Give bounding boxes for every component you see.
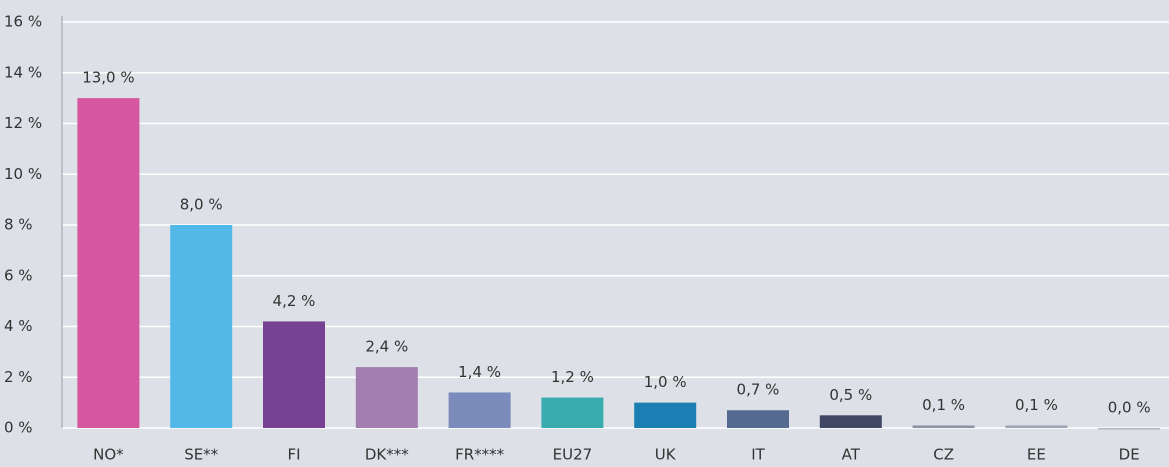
- x-tick-label: AT: [842, 446, 861, 464]
- bar: [634, 402, 697, 428]
- y-tick-label: 12 %: [4, 114, 42, 132]
- bar: [727, 410, 789, 428]
- x-tick-label: NO*: [93, 446, 124, 464]
- x-tick-label: UK: [655, 446, 677, 464]
- y-tick-label: 8 %: [4, 216, 33, 234]
- y-tick-label: 16 %: [4, 13, 42, 31]
- x-tick-label: DE: [1119, 446, 1140, 464]
- value-label: 1,0 %: [644, 373, 687, 391]
- bar: [170, 225, 233, 428]
- bar: [912, 425, 975, 428]
- bar: [1005, 425, 1068, 428]
- x-tick-label: FR****: [455, 446, 505, 464]
- x-tick-label: SE**: [184, 446, 218, 464]
- value-label: 0,5 %: [829, 386, 872, 404]
- value-label: 0,1 %: [922, 396, 965, 414]
- bar: [263, 321, 325, 428]
- bar: [1098, 428, 1161, 430]
- bar: [448, 392, 511, 428]
- y-tick-label: 2 %: [4, 368, 33, 386]
- value-label: 13,0 %: [82, 69, 134, 87]
- y-tick-label: 4 %: [4, 317, 33, 335]
- bar: [355, 367, 418, 428]
- y-tick-label: 10 %: [4, 165, 42, 183]
- y-tick-label: 0 %: [4, 419, 33, 437]
- value-label: 4,2 %: [273, 292, 316, 310]
- x-tick-label: FI: [287, 446, 300, 464]
- x-tick-label: EU27: [553, 446, 593, 464]
- bar: [541, 397, 604, 428]
- value-label: 8,0 %: [180, 196, 223, 214]
- bar: [77, 98, 140, 428]
- value-label: 1,2 %: [551, 368, 594, 386]
- y-tick-label: 6 %: [4, 266, 33, 284]
- x-tick-label: IT: [751, 446, 765, 464]
- value-label: 0,0 %: [1108, 399, 1151, 417]
- value-label: 2,4 %: [365, 338, 408, 356]
- x-tick-label: CZ: [933, 446, 954, 464]
- value-label: 0,7 %: [737, 381, 780, 399]
- value-label: 0,1 %: [1015, 396, 1058, 414]
- y-tick-label: 14 %: [4, 63, 42, 81]
- x-tick-label: DK***: [365, 446, 409, 464]
- value-label: 1,4 %: [458, 363, 501, 381]
- bar: [819, 415, 882, 428]
- x-tick-label: EE: [1027, 446, 1046, 464]
